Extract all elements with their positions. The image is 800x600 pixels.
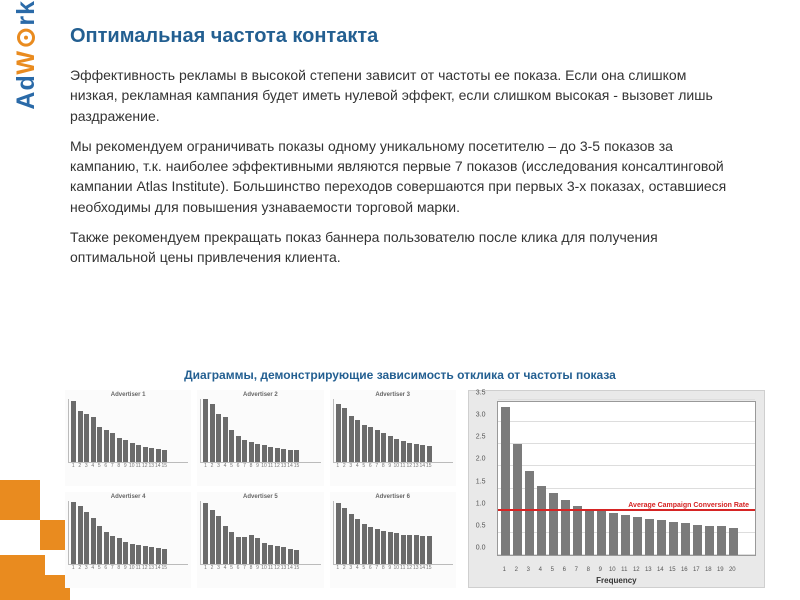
big-chart-bar: [501, 407, 510, 555]
logo-part-rk: rk: [12, 0, 41, 26]
minichart-6: Advertiser 6 123456789101112131415: [330, 492, 456, 588]
frequency-conversion-chart: Indexed Conversion Rate 0.00.51.01.52.02…: [468, 390, 765, 588]
minichart-plot: [333, 501, 453, 565]
paragraph-1: Эффективность рекламы в высокой степени …: [70, 65, 730, 126]
minichart-xlabels: 123456789101112131415: [333, 565, 453, 571]
big-chart-bar: [549, 493, 558, 555]
decorative-squares: [0, 340, 70, 600]
big-chart-bar: [645, 519, 654, 555]
brand-column: AdWrk: [0, 0, 50, 600]
big-chart-bar: [537, 486, 546, 555]
big-chart-bar: [717, 526, 726, 555]
avg-conversion-line: [498, 509, 755, 511]
adwork-logo: AdWrk: [12, 0, 41, 110]
logo-part-w: W: [12, 50, 41, 75]
minichart-xlabels: 123456789101112131415: [68, 565, 188, 571]
charts-zone: Advertiser 1123456789101112131415Adverti…: [65, 390, 765, 590]
body-text: Эффективность рекламы в высокой степени …: [70, 65, 730, 278]
minichart-title: Advertiser 4: [68, 494, 188, 500]
paragraph-2: Мы рекомендуем ограничивать показы одном…: [70, 136, 730, 217]
minichart-grid: Advertiser 1123456789101112131415Adverti…: [65, 390, 456, 588]
big-chart-plot: 0.00.51.01.52.02.53.03.5Average Campaign…: [497, 401, 756, 556]
minichart-xlabels: 123456789101112131415: [200, 565, 320, 571]
big-chart-bar: [729, 528, 738, 555]
page-title: Оптимальная частота контакта: [70, 25, 378, 48]
minichart-title: Advertiser 6: [333, 494, 453, 500]
big-chart-bar: [633, 517, 642, 555]
big-chart-bar: [693, 525, 702, 555]
minichart-xlabels: 123456789101112131415: [200, 463, 320, 469]
minichart-plot: [200, 399, 320, 463]
big-chart-bar: [609, 513, 618, 555]
big-chart-xlabel: Frequency: [469, 576, 764, 585]
minichart-xlabels: 123456789101112131415: [68, 463, 188, 469]
big-chart-bar: [669, 522, 678, 555]
minichart-plot: [200, 501, 320, 565]
logo-part-ad: Ad: [12, 74, 41, 109]
minichart-title: Advertiser 5: [200, 494, 320, 500]
minichart-1: Advertiser 1 123456789101112131415: [65, 390, 191, 486]
minichart-3: Advertiser 3 123456789101112131415: [330, 390, 456, 486]
minichart-plot: [333, 399, 453, 463]
big-chart-bar: [681, 523, 690, 555]
minichart-2: Advertiser 2 123456789101112131415: [197, 390, 323, 486]
big-chart-bar: [573, 506, 582, 555]
big-chart-bar: [621, 515, 630, 555]
chart-caption: Диаграммы, демонстрирующие зависимость о…: [70, 368, 730, 382]
minichart-title: Advertiser 2: [200, 392, 320, 398]
minichart-title: Advertiser 3: [333, 392, 453, 398]
big-chart-bar: [597, 511, 606, 555]
minichart-4: Advertiser 4 123456789101112131415: [65, 492, 191, 588]
minichart-title: Advertiser 1: [68, 392, 188, 398]
minichart-plot: [68, 501, 188, 565]
big-chart-xaxis: 1234567891011121314151617181920: [497, 567, 756, 575]
minichart-xlabels: 123456789101112131415: [333, 463, 453, 469]
avg-conversion-label: Average Campaign Conversion Rate: [626, 502, 751, 509]
minichart-5: Advertiser 5 123456789101112131415: [197, 492, 323, 588]
big-chart-bar: [513, 444, 522, 555]
big-chart-bar: [585, 509, 594, 556]
big-chart-bar: [525, 471, 534, 555]
paragraph-3: Также рекомендуем прекращать показ банне…: [70, 227, 730, 268]
minichart-plot: [68, 399, 188, 463]
big-chart-bar: [657, 520, 666, 555]
big-chart-bar: [705, 526, 714, 555]
logo-target-icon: [18, 29, 36, 47]
